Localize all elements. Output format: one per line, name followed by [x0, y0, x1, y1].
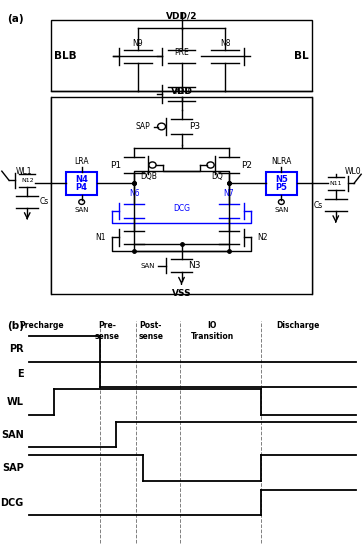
Bar	[51, 97, 312, 294]
Text: N4: N4	[75, 175, 88, 184]
Text: Cs: Cs	[314, 201, 323, 210]
Text: Pre-
sense: Pre- sense	[95, 321, 119, 340]
Text: PRE: PRE	[174, 48, 189, 57]
Text: E: E	[17, 370, 24, 379]
Text: SAN: SAN	[141, 263, 155, 269]
Text: SAN: SAN	[274, 207, 289, 213]
Text: DCG: DCG	[173, 204, 190, 213]
Text: N3: N3	[188, 261, 200, 270]
Text: VDD/2: VDD/2	[166, 12, 197, 21]
Text: SAP: SAP	[2, 463, 24, 473]
Text: VDD: VDD	[171, 87, 192, 96]
Text: N10: N10	[174, 87, 189, 96]
Text: DCG: DCG	[0, 498, 24, 508]
Text: N12: N12	[21, 178, 33, 183]
Text: WL: WL	[7, 397, 24, 407]
Text: NLRA: NLRA	[271, 157, 291, 166]
Text: N1: N1	[95, 233, 106, 242]
Text: Discharge: Discharge	[276, 321, 319, 331]
Text: N8: N8	[220, 39, 230, 48]
Bar	[51, 20, 312, 91]
Text: WL1: WL1	[16, 167, 33, 175]
Text: DQB: DQB	[140, 172, 156, 181]
Text: (a): (a)	[7, 14, 24, 24]
Text: IO
Transition: IO Transition	[191, 321, 234, 340]
Text: LRA: LRA	[74, 157, 89, 166]
Text: N2: N2	[257, 233, 268, 242]
Text: N11: N11	[330, 181, 342, 186]
Text: P1: P1	[110, 161, 122, 169]
Text: SAP: SAP	[136, 122, 151, 131]
Text: (b): (b)	[7, 321, 24, 331]
Text: N5: N5	[275, 175, 288, 184]
Text: SAN: SAN	[1, 430, 24, 439]
Text: PR: PR	[9, 344, 24, 354]
Text: N6: N6	[129, 189, 140, 198]
Bar	[266, 172, 297, 195]
Text: DQ: DQ	[212, 172, 223, 181]
Text: BL: BL	[294, 51, 309, 60]
Text: Post-
sense: Post- sense	[138, 321, 163, 340]
Text: VSS: VSS	[172, 289, 191, 298]
Text: N7: N7	[223, 189, 234, 198]
Text: Cs: Cs	[40, 197, 49, 206]
Text: P4: P4	[76, 183, 88, 192]
Text: BLB: BLB	[54, 51, 77, 60]
Text: P2: P2	[241, 161, 252, 169]
Text: P3: P3	[189, 122, 200, 131]
Text: N9: N9	[132, 39, 143, 48]
Text: SAN: SAN	[74, 207, 89, 213]
Text: Precharge: Precharge	[20, 321, 64, 331]
Bar	[66, 172, 97, 195]
Text: P5: P5	[275, 183, 287, 192]
Text: WL0: WL0	[345, 167, 362, 175]
